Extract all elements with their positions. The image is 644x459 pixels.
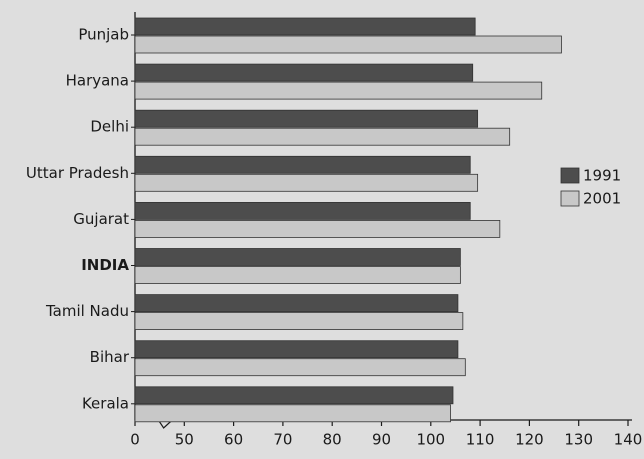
category-label: Punjab [78,26,129,44]
bar [134,386,454,405]
x-tick-label: 0 [130,431,140,449]
x-tick-label: 120 [515,431,544,449]
category-label: Bihar [90,348,130,366]
bar [134,109,479,128]
legend-label: 2001 [583,190,621,208]
bar [134,127,511,146]
bar [134,340,459,359]
category-label: Gujarat [73,210,129,228]
bar [134,17,476,36]
x-tick-label: 50 [175,431,194,449]
bar [134,155,471,174]
bar [134,81,543,100]
bar [134,248,461,266]
bar [134,63,474,82]
category-label: Delhi [90,118,129,136]
legend-swatch [560,167,580,184]
bar [134,404,451,423]
bar [134,358,466,377]
x-tick-label: 110 [466,431,495,449]
bar [134,312,464,331]
x-tick-label: 60 [224,431,243,449]
category-label: Tamil Nadu [45,302,129,320]
category-label: Uttar Pradesh [26,164,129,182]
bar [134,201,471,220]
bar [134,266,461,284]
x-tick-label: 80 [323,431,342,449]
x-tick-label: 140 [614,431,643,449]
category-label: Kerala [82,394,129,412]
category-label: Haryana [66,72,129,90]
bar [134,219,501,238]
x-tick-label: 100 [416,431,445,449]
legend-label: 1991 [583,167,621,185]
bar [134,35,562,54]
bar [134,173,479,192]
legend-swatch [560,190,580,207]
x-tick-label: 70 [273,431,292,449]
x-tick-label: 130 [564,431,593,449]
category-label: INDIA [81,256,129,274]
bar [134,294,459,313]
x-tick-label: 90 [372,431,391,449]
